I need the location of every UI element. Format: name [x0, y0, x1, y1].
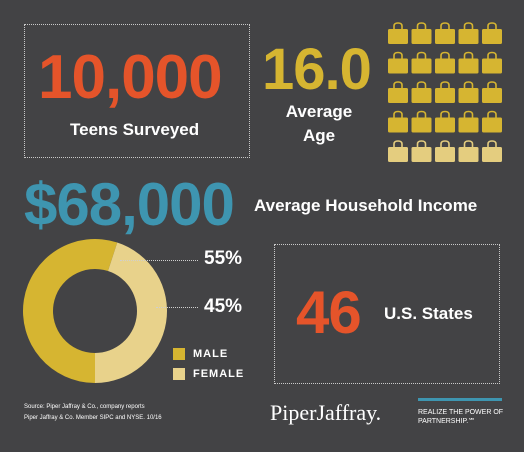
legend-female-swatch	[173, 368, 185, 380]
shopping-bag-icon	[482, 81, 502, 103]
shopping-bag-icon	[411, 81, 432, 103]
shopping-bag-icon	[458, 140, 479, 162]
shopping-bag-icon	[411, 110, 432, 133]
shopping-bag-icon	[388, 110, 408, 133]
shopping-bag-icon	[435, 22, 455, 44]
donut-slice-female	[95, 242, 167, 383]
states-label: U.S. States	[384, 304, 473, 323]
gender-donut-chart	[22, 238, 167, 383]
legend-male: MALE	[173, 348, 228, 360]
shopping-bag-icon	[435, 110, 455, 133]
legend-female: FEMALE	[173, 368, 244, 380]
tagline-line1: REALIZE THE POWER OF	[418, 409, 504, 416]
income-value: $68,000	[24, 171, 235, 238]
teens-count: 10,000	[38, 43, 223, 112]
shopping-bag-icon	[482, 51, 502, 74]
shopping-bag-icon	[482, 140, 502, 162]
average-age-value: 16.0	[262, 37, 372, 102]
average-age-label-line1: Average	[285, 102, 353, 121]
shopping-bag-icon	[435, 140, 455, 162]
legend-male-swatch	[173, 348, 185, 360]
average-age-label-line2: Age	[302, 126, 336, 145]
shopping-bag-icon	[388, 140, 408, 162]
shopping-bag-icon	[458, 22, 479, 44]
donut-slice-male	[22, 238, 118, 383]
legend-female-label: FEMALE	[193, 368, 245, 380]
teens-label: Teens Surveyed	[70, 120, 200, 139]
shopping-bag-icon	[458, 51, 479, 74]
tagline-accent-bar	[418, 398, 502, 401]
male-percent-label: 55%	[204, 248, 243, 269]
source-note: Source: Piper Jaffray & Co., company rep…	[24, 404, 145, 410]
shopping-bag-icon	[411, 140, 432, 162]
teens-stat-box	[24, 24, 250, 158]
tagline-line2: PARTNERSHIP.℠	[418, 418, 476, 425]
female-percent-label: 45%	[204, 296, 243, 317]
income-label: Average Household Income	[254, 196, 478, 215]
shopping-bag-icon	[435, 51, 455, 74]
legend-male-label: MALE	[193, 348, 229, 360]
shopping-bag-icon	[458, 110, 479, 133]
member-note: Piper Jaffray & Co. Member SIPC and NYSE…	[24, 415, 162, 421]
shopping-bag-icon	[482, 22, 502, 44]
tagline: REALIZE THE POWER OF PARTNERSHIP.℠	[418, 398, 504, 426]
shopping-bag-icon	[435, 81, 455, 103]
shopping-bag-icon	[411, 51, 432, 74]
female-leader-line	[156, 307, 198, 308]
average-age-label: Average Age	[278, 100, 360, 148]
states-stat-box	[274, 244, 500, 384]
shopping-bag-icon	[411, 22, 432, 44]
states-count: 46	[296, 279, 362, 346]
male-leader-line	[120, 260, 198, 261]
shopping-bag-icon	[482, 110, 502, 133]
shopping-bag-icon	[388, 81, 408, 103]
shopping-bag-icon	[388, 22, 408, 44]
shopping-bag-icon	[458, 81, 479, 103]
shopping-bag-grid	[388, 22, 502, 162]
piper-jaffray-logo: PiperJaffray.	[270, 400, 382, 425]
shopping-bag-icon	[388, 51, 408, 74]
